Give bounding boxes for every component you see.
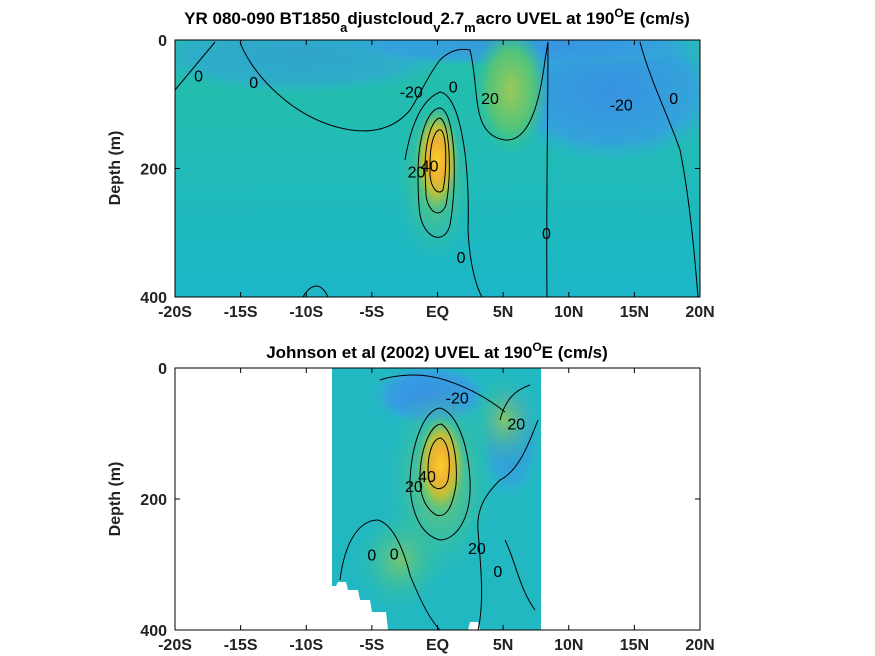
- contour-label: -20: [610, 97, 633, 114]
- panel-1: YR 080-090 BT1850adjustcloudv2.7macro UV…: [107, 6, 715, 321]
- contour-label: -20: [400, 84, 423, 101]
- x-tick-label: -5S: [359, 304, 384, 321]
- panel-2-blank-right: [541, 368, 700, 630]
- panel-2-euc-core: [417, 417, 465, 513]
- x-tick-label: -20S: [158, 304, 192, 321]
- contour-label: 0: [390, 546, 399, 563]
- title-segment: E (cm/s): [624, 9, 690, 28]
- x-tick-label: 10N: [554, 637, 583, 654]
- x-tick-label: 15N: [620, 304, 649, 321]
- contour-label: 0: [669, 91, 678, 108]
- contour-label: 40: [421, 158, 439, 175]
- contour-label: 40: [418, 469, 436, 486]
- panel-2-contour-line: [419, 423, 457, 517]
- contour-label: 20: [507, 417, 525, 434]
- panel-2: Johnson et al (2002) UVEL at 190OE (cm/s…: [107, 340, 715, 654]
- y-tick-label: 0: [158, 33, 167, 50]
- panel-2-blank-left: [175, 368, 332, 630]
- title-segment: djustcloud: [347, 9, 433, 28]
- x-tick-label: -10S: [289, 304, 323, 321]
- y-tick-label: 400: [140, 623, 167, 640]
- contour-label: 20: [468, 541, 486, 558]
- x-tick-label: 15N: [620, 637, 649, 654]
- contour-label: 0: [493, 564, 502, 581]
- x-tick-label: 10N: [554, 304, 583, 321]
- contour-label: 0: [542, 226, 551, 243]
- x-tick-label: EQ: [426, 304, 449, 321]
- x-tick-label: -15S: [224, 637, 258, 654]
- panel-2-contour-line: [409, 407, 471, 541]
- panel-2-contour-line: [504, 539, 536, 611]
- x-tick-label: -10S: [289, 637, 323, 654]
- panel-1-contour-line: [239, 41, 549, 141]
- panel-2-contour-line: [379, 374, 506, 413]
- contour-label: 0: [449, 79, 458, 96]
- title-subscript: a: [340, 20, 348, 35]
- panel-2-title: Johnson et al (2002) UVEL at 190OE (cm/s…: [266, 340, 608, 362]
- contour-label: 0: [457, 250, 466, 267]
- y-tick-label: 200: [140, 492, 167, 509]
- y-tick-label: 400: [140, 290, 167, 307]
- panel-2-ylabel: Depth (m): [107, 462, 124, 537]
- title-segment: 2.7: [441, 9, 465, 28]
- panel-1-field: [175, 40, 700, 297]
- title-subscript: m: [464, 20, 476, 35]
- x-tick-label: 20N: [685, 304, 714, 321]
- x-tick-label: 20N: [685, 637, 714, 654]
- panel-2-field: [175, 368, 700, 630]
- title-superscript: O: [614, 6, 623, 20]
- contour-label: 20: [405, 479, 423, 496]
- x-tick-label: -15S: [224, 304, 258, 321]
- contour-label: 0: [249, 75, 258, 92]
- y-tick-label: 200: [140, 162, 167, 179]
- panel-1-contour-line: [424, 117, 450, 214]
- panel-1-necc-feature: [473, 40, 549, 155]
- title-segment: acro UVEL at 190: [476, 9, 615, 28]
- contour-label: 0: [367, 548, 376, 565]
- panel-1-contour-line: [546, 41, 549, 297]
- y-tick-label: 0: [158, 361, 167, 378]
- panel-1-contour-line: [302, 285, 329, 297]
- contour-label: 20: [481, 91, 499, 108]
- panel-2-contour-line: [499, 384, 531, 421]
- contour-label: 0: [194, 68, 203, 85]
- contour-label: -20: [446, 390, 469, 407]
- panel-1-contour-line: [429, 129, 447, 193]
- panel-2-contour-line: [477, 419, 539, 630]
- panel-1-title: YR 080-090 BT1850adjustcloudv2.7macro UV…: [184, 6, 690, 35]
- x-tick-label: EQ: [426, 637, 449, 654]
- contour-label: 20: [408, 165, 426, 182]
- title-segment: E (cm/s): [542, 343, 608, 362]
- panel-2-contour-line: [339, 519, 441, 630]
- panel-2-lower-green: [355, 510, 445, 610]
- panel-1-contour-line: [404, 91, 483, 297]
- panel-1-contour-line: [417, 107, 455, 238]
- x-tick-label: -5S: [359, 637, 384, 654]
- x-tick-label: 5N: [493, 637, 513, 654]
- panel-1-ylabel: Depth (m): [107, 131, 124, 206]
- title-superscript: O: [532, 340, 541, 354]
- panel-1-contour-line: [175, 41, 216, 91]
- title-subscript: v: [433, 20, 441, 35]
- x-tick-label: -20S: [158, 637, 192, 654]
- x-tick-label: 5N: [493, 304, 513, 321]
- panel-2-contour-line: [427, 437, 450, 490]
- panel-1-contour-line: [639, 41, 699, 297]
